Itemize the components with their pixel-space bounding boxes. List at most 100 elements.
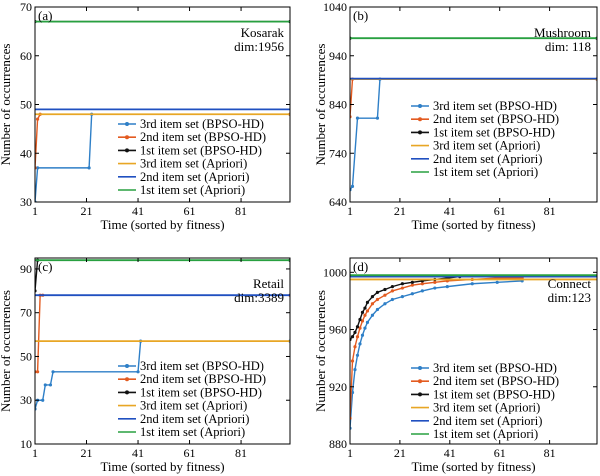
panel-c-series-group	[35, 258, 290, 411]
panel-d-point-s3-6	[363, 306, 367, 310]
panel-a-xtick-label-3: 61	[184, 204, 196, 218]
panel-d-ytick-label-1: 920	[329, 380, 347, 394]
panel-b-annotation-0: Mushroom	[534, 25, 591, 40]
panel-d-point-s2-9	[375, 297, 380, 302]
panel-a-series-group	[35, 20, 290, 202]
panel-d-point-s1-12	[400, 295, 404, 299]
panel-a-xtick-label-4: 81	[235, 204, 247, 218]
panel-d-point-s1-14	[420, 289, 424, 293]
panel-a-label: (a)	[38, 8, 52, 23]
panel-d-legend-marker-1	[418, 366, 422, 370]
panel-d-point-s3-5	[360, 310, 365, 314]
panel-d-legend-entry-3: 1st item set (BPSO-HD)	[433, 387, 555, 401]
panel-a-ytick-label-4: 70	[20, 0, 32, 14]
panel-d-legend-entry-1: 3rd item set (BPSO-HD)	[433, 361, 557, 375]
panel-c-frame	[34, 257, 291, 445]
panel-c-label: (c)	[38, 259, 52, 274]
panel-d-xlabel: Time (sorted by fitness)	[411, 459, 535, 474]
panel-a-xtick-label-1: 21	[81, 204, 93, 218]
panel-c-xtick-label-2: 41	[132, 446, 144, 460]
panel-d-point-s2-8	[370, 302, 375, 306]
panel-d-point-s2-7	[365, 309, 370, 313]
panel-b-legend-marker-3	[418, 130, 422, 135]
panel-a-ytick-label-2: 50	[20, 98, 32, 112]
panel-b-xtick-label-1: 21	[394, 204, 406, 218]
panel-a: 1 21 41 61 81 30 40 50 60 70 Time (sorted by fitne…	[0, 0, 291, 232]
panel-d-point-s2-6	[363, 313, 367, 317]
panel-a-ytick-label-1: 40	[20, 146, 32, 160]
panel-a-legend-entry-3: 1st item set (BPSO-HD)	[140, 143, 262, 157]
panel-d-annotation-1: dim:123	[548, 290, 591, 305]
panel-d-point-s3-9	[375, 290, 380, 294]
panel-c-ylabel: Number of occurrences	[0, 290, 13, 412]
panel-d-series-line-1	[350, 280, 523, 429]
panel-c-xlabel: Time (sorted by fitness)	[100, 459, 224, 474]
panel-d-point-s3-3	[355, 325, 360, 329]
panel-d-ytick-label-0: 880	[329, 437, 347, 451]
panel-d-legend-entry-5: 2nd item set (Apriori)	[433, 414, 542, 428]
panel-c-point-s1-2	[41, 398, 45, 402]
panel-b-point-s1-3	[375, 116, 380, 120]
panel-d-point-s2-15	[433, 280, 437, 284]
panel-c-legend-entry-5: 2nd item set (Apriori)	[140, 412, 249, 426]
panel-c-annotation-1: dim:3389	[234, 290, 284, 305]
panel-d-point-s2-3	[355, 335, 360, 339]
panel-d-label: (d)	[353, 259, 368, 274]
panel-b-label: (b)	[353, 8, 368, 23]
panel-d-point-s1-4	[358, 342, 362, 346]
panel-d-point-s1-15	[433, 286, 437, 290]
panel-b: 1 21 41 61 81 640 740 840 940 1040 Time (sorted by…	[313, 0, 598, 232]
panel-c-xtick-label-4: 81	[235, 446, 247, 460]
panel-a-ytick-label-3: 60	[20, 49, 32, 63]
panel-c-annotation-0: Retail	[253, 276, 284, 291]
panel-d-ytick-label-3: 1000	[323, 265, 347, 279]
panel-d-point-s3-7	[365, 300, 370, 304]
panel-a-ylabel: Number of occurrences	[0, 44, 13, 166]
panel-d-xtick-label-0: 1	[347, 446, 353, 460]
panel-d-point-s1-3	[355, 353, 360, 357]
panel-b-ytick-label-3: 940	[329, 49, 347, 63]
panel-b-ytick-label-0: 640	[329, 195, 347, 209]
panel-d-point-s2-14	[420, 282, 424, 286]
panel-a-annotation-0: Kosarak	[241, 25, 285, 40]
panel-a-legend-marker-1	[125, 122, 129, 126]
panel-c-legend-marker-3	[125, 390, 129, 395]
panel-d-point-s2-4	[358, 326, 362, 330]
panel-d-point-s2-1	[350, 359, 355, 363]
panel-b-legend-entry-3: 1st item set (BPSO-HD)	[433, 125, 555, 139]
panel-a-point-s1-1	[35, 166, 40, 170]
panel-d-xtick-label-1: 21	[394, 446, 406, 460]
panel-d-point-s2-11	[390, 289, 395, 293]
panel-d: 1 21 41 61 81 880 920 960 1000 Time (sorted by fi…	[313, 257, 598, 474]
panel-d-point-s1-8	[370, 313, 375, 317]
panel-d-ytick-label-2: 960	[329, 323, 347, 337]
panel-d-xtick-label-4: 81	[544, 446, 556, 460]
panel-b-point-s1-1	[350, 184, 355, 188]
panel-c-legend-entry-4: 3rd item set (Apriori)	[140, 399, 247, 413]
panel-b-ytick-label-1: 740	[329, 146, 347, 160]
panel-d-point-s1-5	[360, 333, 365, 337]
panel-a-ytick-label-0: 30	[20, 195, 32, 209]
panel-c-ytick-label-2: 50	[20, 349, 32, 363]
panel-d-frame	[349, 257, 598, 445]
panel-c-legend-entry-1: 3rd item set (BPSO-HD)	[140, 359, 264, 373]
panel-c-legend-entry-6: 1st item set (Apriori)	[140, 425, 245, 439]
panel-d-point-s2-13	[410, 283, 414, 287]
panel-b-ylabel: Number of occurrences	[313, 44, 328, 166]
panel-c-legend-entry-2: 2nd item set (BPSO-HD)	[140, 372, 266, 386]
panel-d-point-s1-7	[365, 320, 370, 324]
panel-c-ytick-label-1: 30	[20, 393, 32, 407]
panel-d-point-s2-2	[353, 345, 357, 349]
panel-b-legend-entry-6: 1st item set (Apriori)	[433, 165, 538, 179]
panel-d-xtick-label-2: 41	[444, 446, 456, 460]
panel-b-ytick-label-4: 1040	[323, 0, 347, 14]
panel-d-ylabel: Number of occurrences	[313, 290, 328, 412]
panel-a-legend-marker-3	[125, 148, 129, 153]
panel-d-legend-entry-6: 1st item set (Apriori)	[433, 427, 538, 441]
panel-d-legend-entry-4: 3rd item set (Apriori)	[433, 401, 540, 415]
panel-a-legend-entry-6: 1st item set (Apriori)	[140, 183, 245, 197]
panel-c-point-s1-3	[43, 383, 47, 387]
panel-d-point-s3-11	[390, 285, 395, 289]
panel-b-legend-entry-4: 3rd item set (Apriori)	[433, 139, 540, 153]
panel-d-point-s1-6	[363, 326, 367, 330]
